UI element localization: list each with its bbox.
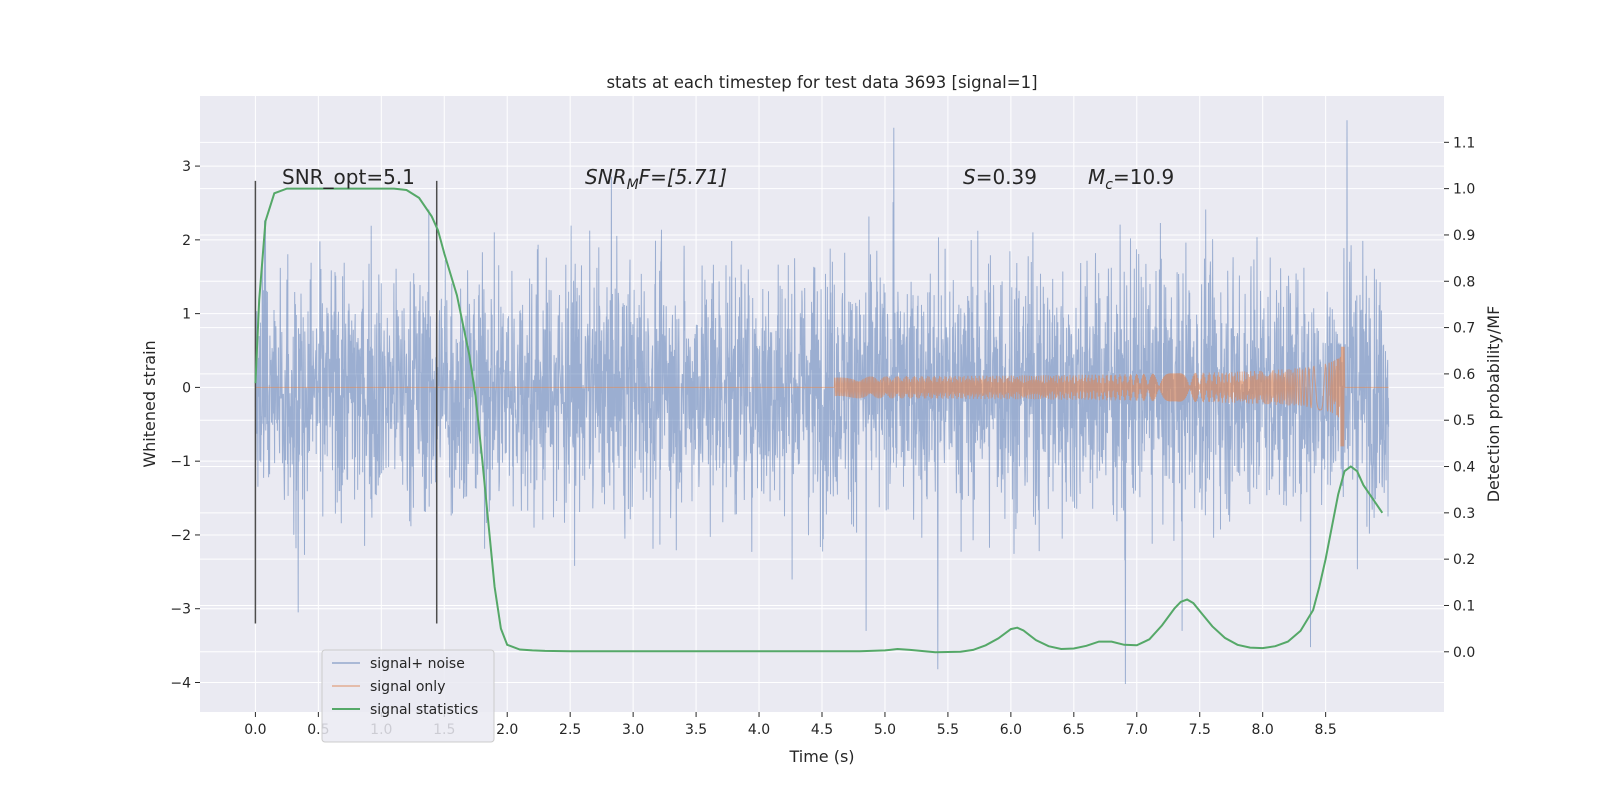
annotation-s: S=0.39 [963,165,1037,189]
legend-box [321,649,495,743]
x-tick-label: 5.0 [874,722,896,738]
annotation-mc-subscript: c [1105,177,1113,193]
y2-tick-label: 1.1 [1453,135,1475,151]
y-tick-label: 3 [182,159,191,175]
x-tick-label: 0.0 [244,722,266,738]
x-tick-label: 4.5 [811,722,833,738]
y-tick-label: 2 [182,233,191,249]
y2-tick-label: 0.6 [1453,367,1475,383]
legend-label-signal-only: signal only [370,679,445,695]
legend-label-signal-statistics: signal statistics [370,702,478,718]
x-tick-label: 8.0 [1252,722,1274,738]
y2-tick-label: 0.5 [1453,413,1475,429]
series-signal-statistics [254,187,1384,654]
annotation-s-value: =0.39 [976,165,1037,189]
y-tick-label: −3 [170,602,191,618]
legend: signal+ noise signal only signal statist… [321,649,495,743]
x-tick-label: 7.5 [1189,722,1211,738]
annotation-mc: Mc=10.9 [1088,165,1174,193]
annotation-mc-value: =10.9 [1113,165,1174,189]
legend-label-signal-noise: signal+ noise [370,656,465,672]
y-tick-label: −1 [170,454,191,470]
y2-tick-label: 0.9 [1453,228,1475,244]
y2-tick-label: 0.7 [1453,321,1475,337]
y2-tick-label: 1.0 [1453,182,1475,198]
annotation-s-symbol: S [963,165,976,189]
x-tick-label: 2.0 [496,722,518,738]
x-tick-label: 6.0 [1000,722,1022,738]
y2-axis-ticks: 0.0 0.1 0.2 0.3 0.4 0.5 0.6 0.7 0.8 0.9 1.0 1.1 [1444,135,1475,661]
y2-tick-label: 0.2 [1453,552,1475,568]
x-tick-label: 3.0 [622,722,644,738]
series-layer [254,120,1390,685]
annotation-snr-mf: SNRMF=[5.71] [585,165,727,193]
annotation-snr-mf-subscript: M [627,177,639,193]
chart-title: stats at each timestep for test data 369… [606,73,1037,92]
y2-axis-label: Detection probability/MF [1484,306,1503,503]
series-signal-only [255,346,1389,447]
x-tick-label: 3.5 [685,722,707,738]
annotation-mc-symbol: M [1088,165,1105,189]
annotation-snr-mf-symbol: SNR [585,165,627,189]
x-tick-label: 2.5 [559,722,581,738]
x-tick-label: 4.0 [748,722,770,738]
x-tick-label: 8.5 [1315,722,1337,738]
y2-tick-label: 0.3 [1453,506,1475,522]
y-axis-label: Whitened strain [140,340,159,467]
y2-tick-label: 0.1 [1453,598,1475,614]
x-axis-label: Time (s) [788,747,854,766]
y-tick-label: 0 [182,380,191,396]
vertical-markers [254,180,438,624]
annotation-snr-mf-value: F=[5.71] [639,165,727,189]
series-signal-noise [254,120,1390,685]
x-tick-label: 5.5 [937,722,959,738]
y2-tick-label: 0.4 [1453,460,1475,476]
y2-tick-label: 0.0 [1453,645,1475,661]
y-axis-ticks: −4 −3 −2 −1 0 1 2 3 [170,159,200,691]
y2-tick-label: 0.8 [1453,274,1475,290]
y-tick-label: 1 [182,307,191,323]
y-tick-label: −2 [170,528,191,544]
y-tick-label: −4 [170,675,191,691]
x-tick-label: 6.5 [1063,722,1085,738]
x-tick-label: 7.0 [1126,722,1148,738]
annotation-snr-opt: SNR_opt=5.1 [282,165,415,189]
